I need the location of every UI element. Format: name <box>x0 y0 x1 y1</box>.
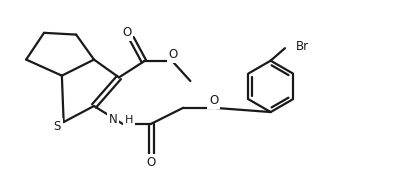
Text: O: O <box>169 48 178 62</box>
Text: H: H <box>125 115 134 125</box>
Text: O: O <box>209 94 218 107</box>
Text: O: O <box>122 26 132 39</box>
Text: N: N <box>109 113 117 126</box>
Text: Br: Br <box>296 40 309 53</box>
Text: O: O <box>147 156 156 169</box>
Text: S: S <box>54 120 61 133</box>
